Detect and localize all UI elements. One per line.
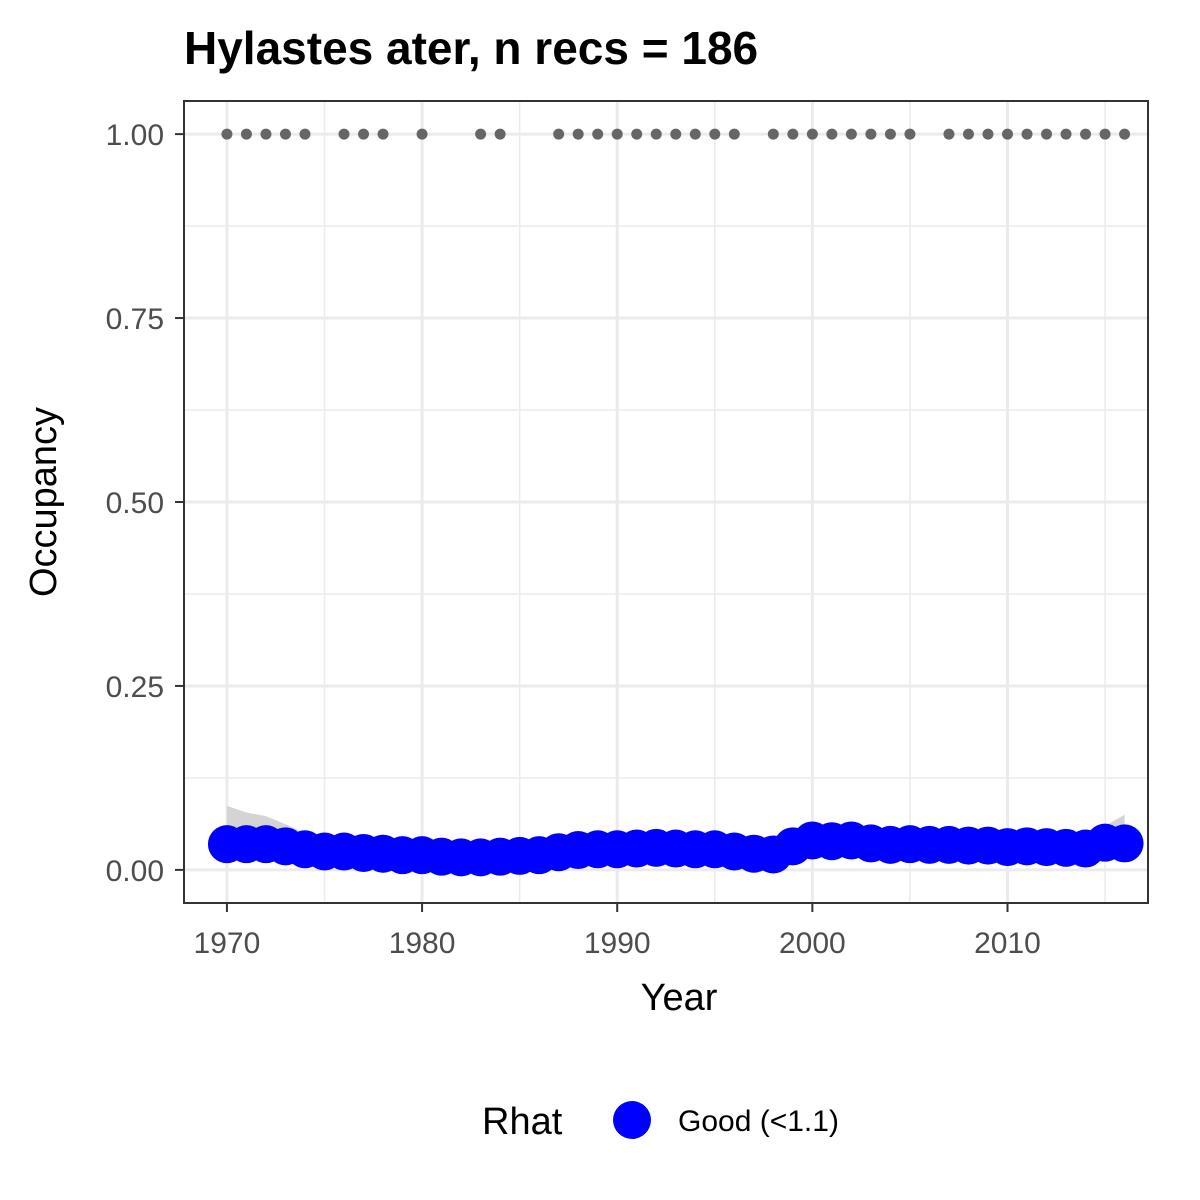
- record-point: [416, 128, 428, 140]
- x-tick-label: 1980: [389, 927, 456, 960]
- record-point: [1060, 128, 1072, 140]
- record-point: [1021, 128, 1033, 140]
- record-point: [611, 128, 623, 140]
- record-point: [592, 128, 604, 140]
- legend-label-good: Good (<1.1): [678, 1105, 839, 1138]
- record-point: [787, 128, 799, 140]
- record-point: [260, 128, 272, 140]
- legend: Rhat Good (<1.1): [482, 1101, 839, 1143]
- x-axis-title: Year: [641, 977, 718, 1019]
- y-tick-label: 0.75: [106, 303, 164, 336]
- y-tick-label: 0.25: [106, 671, 164, 704]
- record-point: [943, 128, 955, 140]
- y-axis-title: Occupancy: [23, 407, 65, 597]
- occupancy-point: [1105, 824, 1144, 863]
- record-point: [338, 128, 350, 140]
- record-point: [728, 128, 740, 140]
- record-point: [221, 128, 233, 140]
- record-point: [1080, 128, 1092, 140]
- record-point: [475, 128, 487, 140]
- legend-title: Rhat: [482, 1101, 563, 1143]
- record-point: [494, 128, 506, 140]
- record-point: [279, 128, 291, 140]
- record-point: [689, 128, 701, 140]
- x-axis-ticks: 1970 1980 1990 2000 2010: [194, 903, 1041, 960]
- record-point: [962, 128, 974, 140]
- record-point: [806, 128, 818, 140]
- record-point: [884, 128, 896, 140]
- record-points: [221, 128, 1131, 140]
- y-axis-ticks: 0.00 0.25 0.50 0.75 1.00: [106, 119, 184, 888]
- record-point: [709, 128, 721, 140]
- record-point: [631, 128, 643, 140]
- y-tick-label: 1.00: [106, 119, 164, 152]
- record-point: [670, 128, 682, 140]
- record-point: [767, 128, 779, 140]
- legend-key-good: [613, 1101, 651, 1139]
- x-tick-label: 1970: [194, 927, 261, 960]
- x-tick-label: 2000: [779, 927, 846, 960]
- occupancy-points: [207, 821, 1144, 877]
- x-tick-label: 2010: [974, 927, 1041, 960]
- x-tick-label: 1990: [584, 927, 651, 960]
- y-tick-label: 0.50: [106, 487, 164, 520]
- chart-title: Hylastes ater, n recs = 186: [184, 22, 758, 74]
- record-point: [865, 128, 877, 140]
- record-point: [377, 128, 389, 140]
- record-point: [826, 128, 838, 140]
- grid-minor: [184, 101, 1148, 903]
- record-point: [1041, 128, 1053, 140]
- record-point: [1001, 128, 1013, 140]
- record-point: [845, 128, 857, 140]
- record-point: [553, 128, 565, 140]
- record-point: [1099, 128, 1111, 140]
- record-point: [650, 128, 662, 140]
- record-point: [240, 128, 252, 140]
- record-point: [299, 128, 311, 140]
- record-point: [572, 128, 584, 140]
- record-point: [982, 128, 994, 140]
- record-point: [358, 128, 370, 140]
- record-point: [1119, 128, 1131, 140]
- y-tick-label: 0.00: [106, 855, 164, 888]
- record-point: [904, 128, 916, 140]
